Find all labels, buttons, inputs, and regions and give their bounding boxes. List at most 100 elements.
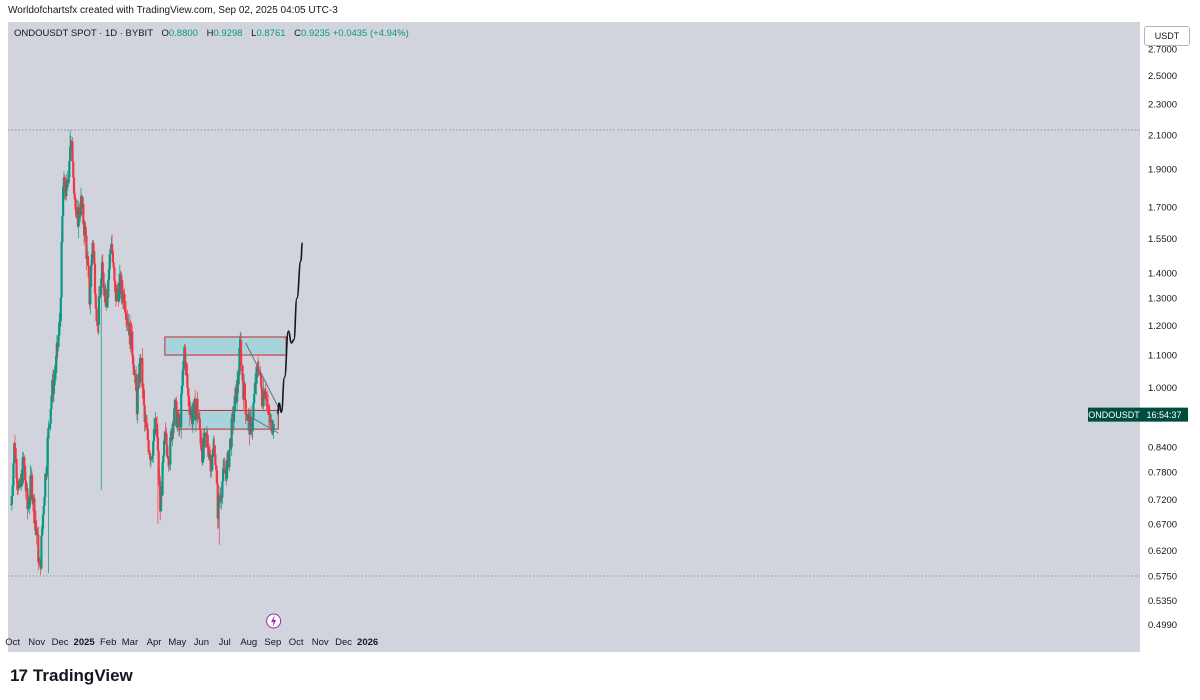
- y-tick-label: 0.7200: [1148, 495, 1177, 506]
- candle-body: [141, 358, 144, 387]
- currency-button[interactable]: USDT: [1144, 26, 1190, 46]
- ticker-tag-countdown: 16:54:37: [1146, 410, 1181, 420]
- y-tick-label: 2.1000: [1148, 130, 1177, 141]
- candle-body: [222, 468, 226, 470]
- tradingview-mark-icon: 17: [10, 666, 28, 685]
- candle-body: [176, 418, 179, 427]
- y-tick-label: 0.6700: [1148, 519, 1177, 530]
- candle-body: [73, 193, 76, 200]
- candle-body: [42, 505, 45, 515]
- price-axis[interactable]: [1140, 22, 1200, 652]
- candle-body: [40, 535, 43, 569]
- candle-body: [180, 393, 183, 428]
- candle-body: [131, 355, 135, 365]
- candle-body: [102, 272, 105, 288]
- candle-body: [10, 496, 13, 505]
- candle-body: [175, 401, 178, 427]
- candle-body: [252, 402, 255, 421]
- candle-body: [192, 402, 195, 415]
- candle: [141, 348, 144, 399]
- candle-body: [174, 399, 177, 402]
- candle: [41, 513, 45, 534]
- x-tick-label: Oct: [289, 637, 304, 648]
- candle-body: [107, 269, 111, 281]
- candle: [149, 457, 153, 468]
- candle-body: [66, 181, 69, 184]
- candle-body: [183, 347, 187, 368]
- candle: [203, 427, 206, 460]
- y-tick-label: 1.4000: [1148, 268, 1177, 279]
- candle: [69, 135, 73, 154]
- candle-body: [207, 446, 210, 457]
- candle-body: [187, 396, 191, 407]
- candle: [90, 252, 93, 272]
- candle: [78, 203, 81, 219]
- candle-body: [245, 414, 248, 417]
- candle-body: [162, 455, 165, 463]
- candle-body: [96, 320, 99, 322]
- x-tick-label: Dec: [52, 637, 69, 648]
- legend-change: +0.0435 (+4.94%): [332, 28, 409, 39]
- candle: [127, 313, 130, 326]
- candle-body: [211, 454, 214, 470]
- candle-body: [201, 438, 205, 463]
- candle: [126, 309, 129, 331]
- candle-body: [90, 254, 93, 266]
- x-tick-label: Apr: [147, 637, 162, 648]
- candle-body: [145, 421, 148, 427]
- legend-high: 0.9298: [213, 28, 243, 39]
- candle: [93, 257, 97, 300]
- y-tick-label: 1.5500: [1148, 234, 1177, 245]
- x-tick-label: Dec: [335, 637, 352, 648]
- candle: [67, 175, 70, 187]
- candle-body: [267, 408, 271, 416]
- candle: [223, 457, 226, 474]
- candle-body: [24, 480, 27, 492]
- candle-body: [33, 498, 36, 524]
- candle: [77, 200, 80, 239]
- candle-body: [152, 428, 156, 442]
- candle: [135, 366, 138, 392]
- candle-body: [68, 161, 71, 178]
- candle: [24, 472, 27, 500]
- candle: [268, 404, 271, 427]
- tradingview-logo[interactable]: 17 TradingView: [10, 666, 133, 686]
- candle-body: [177, 413, 180, 428]
- candle: [65, 173, 68, 201]
- candle: [230, 413, 233, 457]
- candle-body: [13, 443, 17, 461]
- x-tick-label: Aug: [240, 637, 257, 648]
- candle-body: [223, 468, 226, 474]
- candle-body: [126, 318, 129, 324]
- candle-body: [267, 405, 270, 409]
- candle-body: [255, 367, 258, 384]
- candle-body: [11, 485, 14, 497]
- candle-body: [173, 399, 177, 409]
- candle: [49, 408, 52, 432]
- candle: [104, 284, 107, 305]
- candle-body: [107, 280, 110, 298]
- candle-body: [161, 462, 164, 496]
- candle: [264, 381, 267, 406]
- candle: [47, 420, 50, 574]
- candle: [107, 276, 110, 308]
- x-tick-label: Mar: [122, 637, 138, 648]
- candle: [197, 413, 200, 419]
- candle-body: [138, 358, 142, 383]
- candle-body: [271, 429, 274, 434]
- candle-body: [221, 481, 224, 498]
- candle: [145, 415, 149, 430]
- candle-body: [114, 280, 117, 293]
- candle-body: [159, 492, 163, 512]
- candle-body: [266, 399, 269, 406]
- candle-body: [26, 488, 29, 510]
- legend-symbol: ONDOUSDT SPOT · 1D · BYBIT: [14, 28, 153, 39]
- candle-body: [58, 321, 62, 323]
- candle-body: [215, 465, 218, 471]
- candle-body: [52, 380, 55, 395]
- candle-body: [92, 242, 95, 252]
- ticker-tag-symbol-bg: [1088, 407, 1140, 422]
- candle-body: [132, 364, 135, 375]
- y-tick-label: 1.2000: [1148, 321, 1177, 332]
- candle-body: [236, 380, 239, 403]
